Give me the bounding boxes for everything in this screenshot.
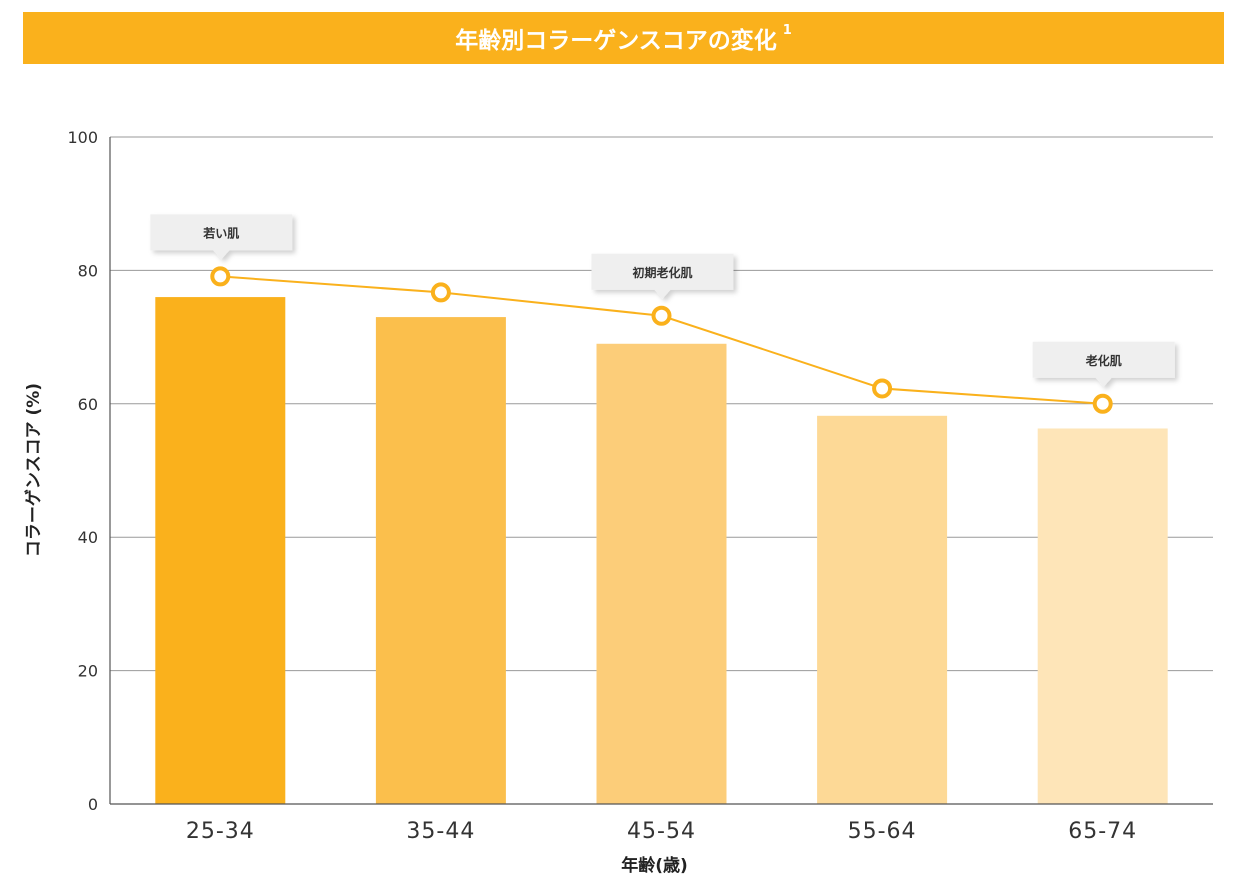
bars <box>155 297 1168 804</box>
bar-35-44 <box>375 317 506 804</box>
callout-label: 初期老化肌 <box>632 265 692 280</box>
axes <box>109 137 1213 805</box>
y-tick-label: 100 <box>67 128 98 147</box>
callout: 若い肌 <box>150 214 293 260</box>
x-tick-label: 25-34 <box>186 819 255 844</box>
callout-box <box>1032 341 1175 387</box>
chart-title: 年齢別コラーゲンスコアの変化 <box>455 28 777 54</box>
y-tick-label: 0 <box>88 795 98 814</box>
chart-title-bar: 年齢別コラーゲンスコアの変化 1 <box>23 12 1224 64</box>
line-point <box>430 282 451 303</box>
title-footnote: 1 <box>782 22 792 38</box>
callout-label: 若い肌 <box>202 225 239 240</box>
callout: 老化肌 <box>1032 341 1175 387</box>
bar-55-64 <box>817 415 948 804</box>
x-axis-title: 年齢(歳) <box>621 855 688 876</box>
x-tick-label: 55-64 <box>848 819 917 844</box>
callout: 初期老化肌 <box>591 253 734 299</box>
line-point <box>210 266 231 287</box>
x-tick-label: 45-54 <box>627 819 696 844</box>
y-tick-label: 20 <box>78 662 98 681</box>
y-axis-title: コラーゲンスコア (%) <box>23 383 44 557</box>
x-tick-label: 35-44 <box>406 819 475 844</box>
bar-45-54 <box>596 343 727 804</box>
bar-25-34 <box>155 297 286 804</box>
bar-65-74 <box>1037 428 1168 804</box>
callout-box <box>150 214 293 260</box>
callout-box <box>591 253 734 299</box>
y-tick-label: 40 <box>78 528 98 547</box>
line-point <box>651 305 672 326</box>
trend-line <box>210 266 1113 414</box>
y-tick-label: 80 <box>78 261 98 280</box>
x-tick-label: 65-74 <box>1068 819 1137 844</box>
line-point <box>1092 393 1113 414</box>
axis-labels: 0 20 40 60 80 100 25-34 35-44 45-54 55-64 65-74 年齢(… <box>23 128 1137 876</box>
y-tick-label: 60 <box>78 395 98 414</box>
callout-label: 老化肌 <box>1086 353 1122 368</box>
line-point <box>872 378 893 399</box>
